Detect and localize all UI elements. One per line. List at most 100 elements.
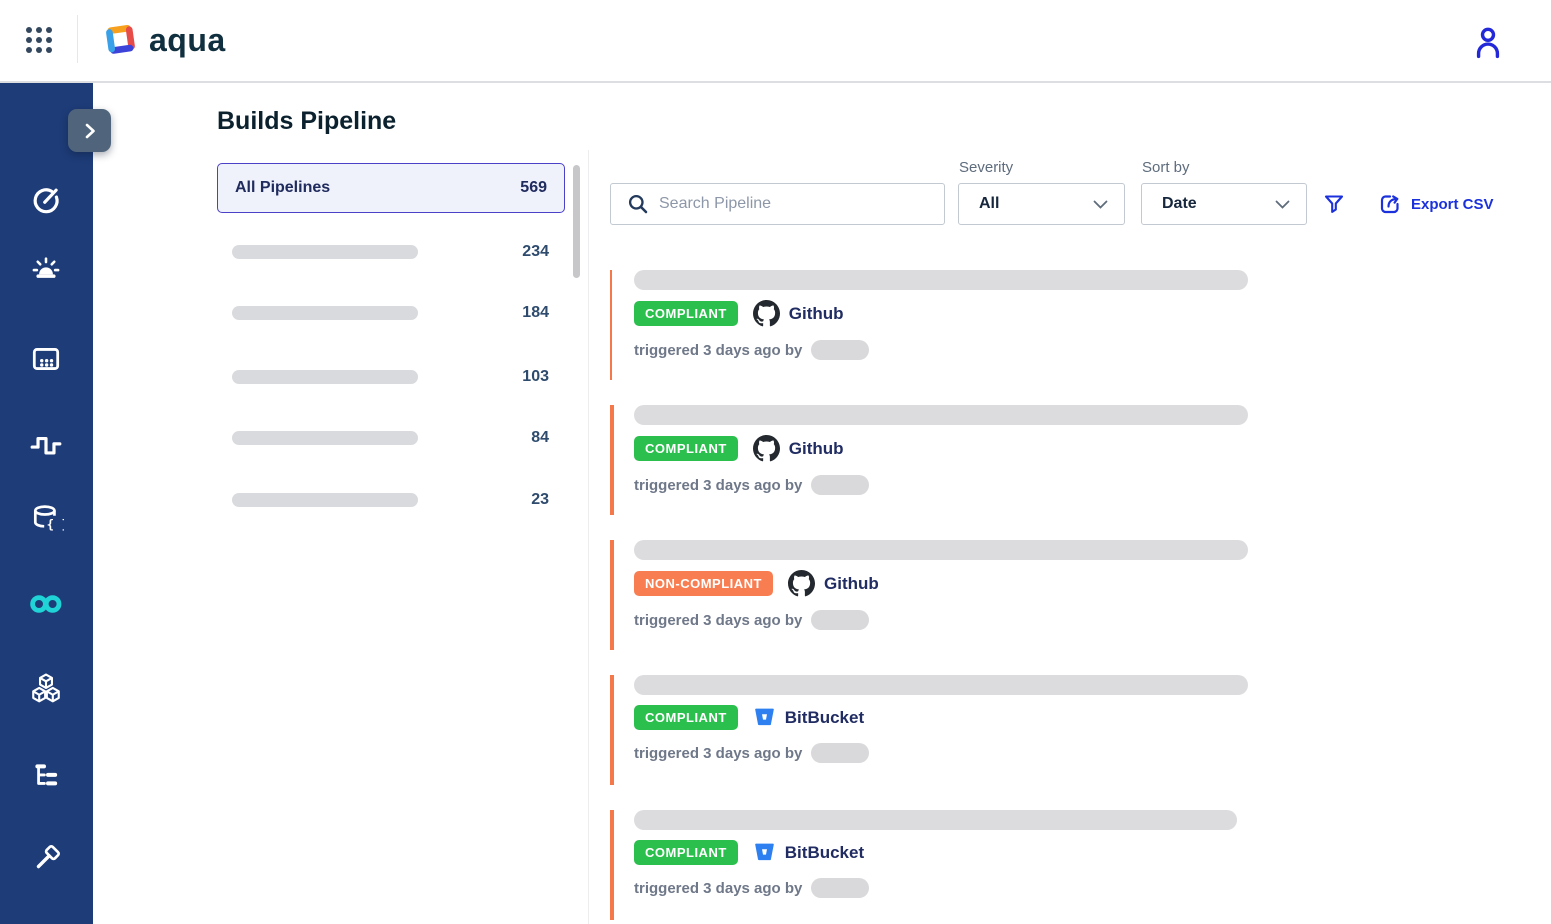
sidebar-item-dashboard-gauge[interactable] [28,183,64,219]
funnel-icon [1324,195,1344,213]
search-pipeline-input[interactable] [659,195,909,213]
pipeline-card[interactable]: COMPLIANT Github triggered 3 days ago by [610,270,1290,380]
export-csv-label: Export CSV [1411,195,1494,213]
triggered-by-placeholder [811,878,870,898]
infinity-icon [30,595,62,613]
pulse-signal-icon [30,436,62,455]
search-pipeline-box [610,183,945,225]
siren-icon [32,257,60,278]
bitbucket-icon [754,843,774,861]
triggered-text: triggered 3 days ago by [634,744,803,762]
triggered-text: triggered 3 days ago by [634,476,803,494]
pipeline-name-placeholder [232,245,418,259]
chevron-down-icon [1275,200,1290,209]
all-pipelines-label: All Pipelines [235,179,331,196]
source-name: BitBucket [784,842,865,862]
sidebar-item-console[interactable] [28,341,64,377]
topbar-divider [77,15,78,63]
pipeline-title-placeholder [634,810,1237,830]
pipeline-name-placeholder [232,306,418,320]
page-title: Builds Pipeline [217,107,397,135]
pipeline-filter-row[interactable]: 184 [217,298,565,328]
severity-value: All [979,195,1000,212]
svg-text:{ }: { } [47,518,64,532]
aqua-logo[interactable]: aqua [100,20,226,60]
pipeline-name-placeholder [232,370,418,384]
pipeline-cards-list: COMPLIANT Github triggered 3 days ago by… [610,258,1290,924]
sidebar-item-data-sources[interactable]: { } [28,501,64,537]
status-badge: COMPLIANT [634,301,738,326]
pipeline-title-placeholder [634,540,1248,560]
export-csv-button[interactable]: Export CSV [1378,192,1494,216]
triggered-by-placeholder [811,340,870,360]
triggered-by-placeholder [811,475,870,495]
sidebar-nav: { } [0,83,93,924]
pipeline-title-placeholder [634,675,1248,695]
tree-list-icon [35,764,58,786]
pipeline-card[interactable]: COMPLIANT BitBucket triggered 3 days ago… [610,675,1290,785]
pipeline-filter-row[interactable]: 103 [217,362,565,392]
pipeline-filter-row[interactable]: 23 [217,485,565,515]
triggered-by-placeholder [811,743,870,763]
database-code-icon: { } [33,505,64,532]
sidebar-item-activity[interactable] [28,428,64,464]
status-badge: COMPLIANT [634,840,738,865]
status-badge: COMPLIANT [634,705,738,730]
pipeline-filter-all-pipelines[interactable]: All Pipelines 569 [217,163,565,213]
sidebar-item-workloads[interactable] [28,671,64,707]
source-name: BitBucket [784,707,865,727]
triggered-text: triggered 3 days ago by [634,611,803,629]
dashboard-panel-icon [32,348,60,370]
sort-by-label: Sort by [1142,159,1190,176]
export-icon [1380,195,1399,214]
sort-by-dropdown[interactable]: Date [1141,183,1307,225]
grid-dots-icon [26,27,52,53]
pipeline-name-placeholder [232,493,418,507]
cubes-icon [32,673,60,703]
search-icon [628,194,648,214]
pipeline-name-placeholder [232,431,418,445]
person-icon [1476,27,1500,58]
triggered-text: triggered 3 days ago by [634,879,803,897]
app-grid-icon[interactable] [23,25,55,57]
pipeline-card[interactable]: COMPLIANT Github triggered 3 days ago by [610,405,1290,515]
severity-label: Severity [959,159,1014,176]
filter-button[interactable] [1322,192,1346,219]
github-icon [752,300,780,327]
sidebar-item-hierarchy[interactable] [28,758,64,794]
pipeline-filter-row[interactable]: 84 [217,423,565,453]
triggered-text: triggered 3 days ago by [634,341,803,359]
status-badge: NON-COMPLIANT [634,571,773,596]
aqua-logo-icon [106,24,135,54]
logo-wordmark: aqua [149,22,226,58]
source-name: Github [788,303,844,323]
severity-dropdown[interactable]: All [958,183,1125,225]
bitbucket-icon [754,708,774,726]
chevron-right-icon [85,123,95,138]
pipeline-count: 84 [531,429,549,446]
gauge-icon [33,188,59,214]
sort-by-value: Date [1162,195,1197,212]
github-icon [752,435,780,462]
sidebar-item-pipelines-active[interactable] [28,586,64,622]
panel-divider [588,150,589,924]
user-account-icon[interactable] [1470,24,1506,62]
pipeline-count: 184 [522,304,549,321]
sidebar-item-alerts[interactable] [28,251,64,287]
chevron-down-icon [1093,200,1108,209]
sidebar-expand-button[interactable] [68,109,111,152]
top-bar: aqua [0,0,1551,83]
pipeline-list-scrollbar[interactable] [573,165,580,278]
pipeline-count: 234 [522,243,549,260]
source-name: Github [788,438,844,458]
source-name: Github [824,573,879,593]
pipeline-card[interactable]: COMPLIANT BitBucket triggered 3 days ago… [610,810,1290,920]
pipeline-count: 23 [531,491,549,508]
triggered-by-placeholder [811,610,870,630]
pipeline-card[interactable]: NON-COMPLIANT Github triggered 3 days ag… [610,540,1290,650]
pipeline-title-placeholder [634,270,1248,290]
sidebar-item-policies[interactable] [28,841,64,877]
pipeline-filter-row[interactable]: 234 [217,237,565,267]
pipeline-title-placeholder [634,405,1248,425]
